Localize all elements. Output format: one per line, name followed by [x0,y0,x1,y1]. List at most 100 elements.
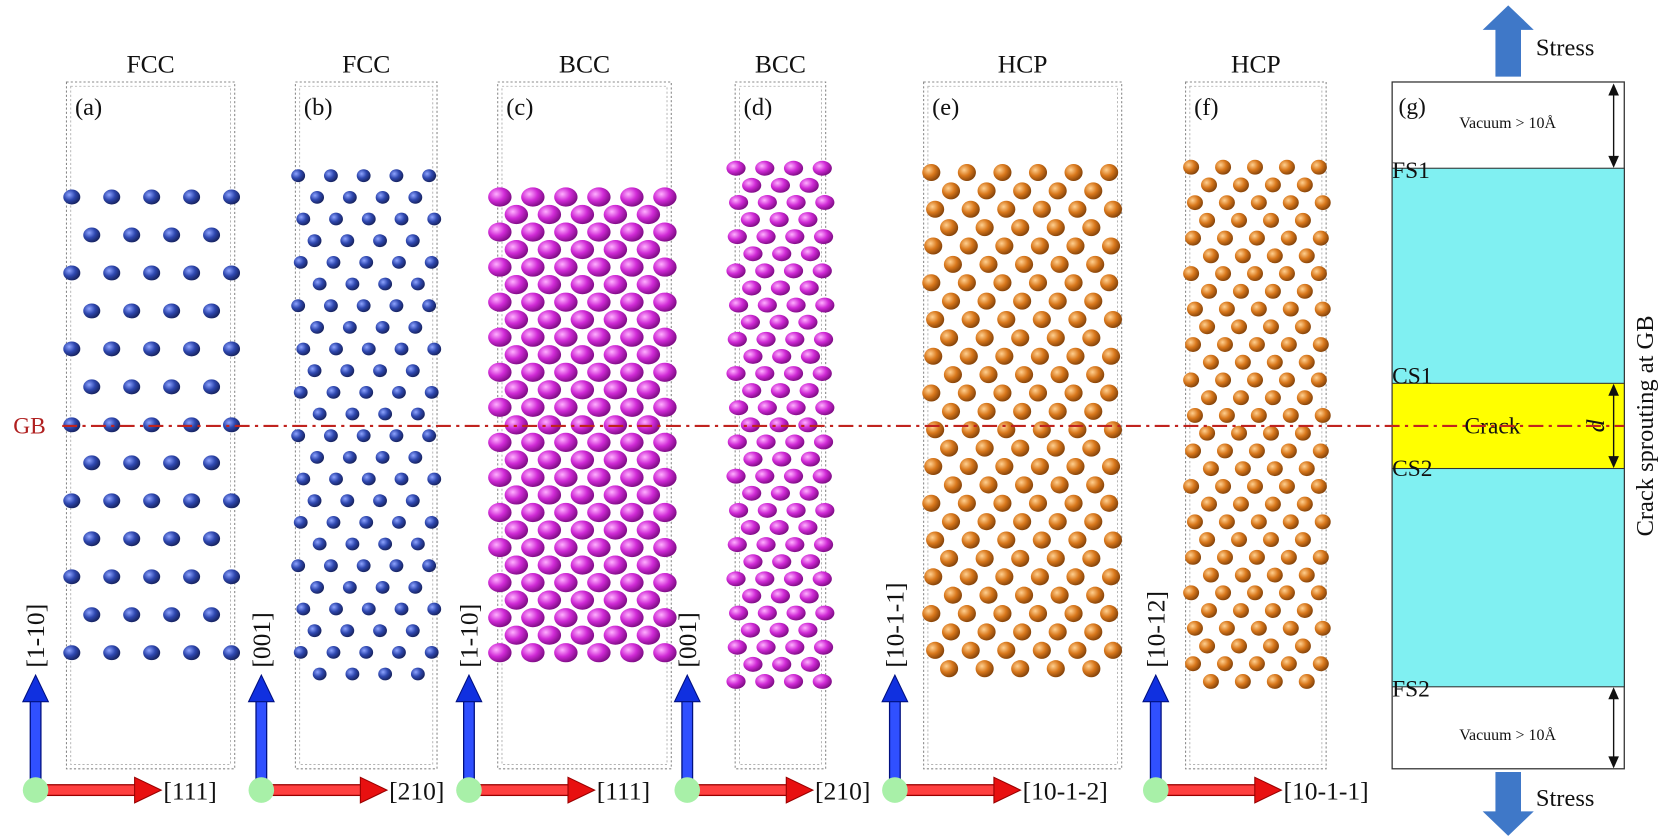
atom [755,263,775,279]
atom [1068,641,1087,659]
atom [359,515,374,529]
atom [997,531,1016,549]
atom [961,421,980,439]
atom [1048,292,1067,310]
atom [740,622,760,638]
atom [800,348,821,364]
atom [800,451,821,467]
atom [798,622,818,638]
atom [1266,461,1283,477]
atom [537,415,562,435]
atom [636,275,661,295]
atom [993,163,1012,182]
atom [1185,549,1202,565]
atom [1262,425,1279,441]
atom [743,348,763,364]
atom [1202,248,1219,264]
atom [993,494,1012,512]
atom [757,297,777,313]
atom [1183,266,1200,282]
atom [163,607,181,623]
atom [488,187,512,207]
atom [340,234,355,248]
atom [926,641,945,659]
atom [361,342,376,356]
atom [620,327,644,347]
atom [636,450,661,470]
atom [389,559,404,573]
atom [924,347,943,365]
atom [1011,439,1030,457]
atom [323,299,338,313]
atom [740,212,760,228]
atom [1262,319,1279,335]
atom [504,625,529,645]
atom [488,362,512,382]
atom [1032,421,1051,439]
atom [504,555,529,575]
atom [977,513,996,531]
atom [636,590,661,610]
atom [1218,620,1235,636]
atom [1231,532,1248,548]
atom [755,160,775,176]
axis-x-head [567,776,596,804]
atom [296,342,311,356]
atom [296,602,311,616]
atom [798,520,818,535]
atom [587,362,611,382]
atom [408,580,423,594]
atom [1218,514,1235,530]
atom [1186,408,1203,423]
atom [636,485,661,505]
atom [1232,390,1249,406]
atom [636,625,661,645]
atom [1068,311,1087,329]
atom [307,234,322,248]
atom [1264,283,1281,299]
axis-y-shaft [463,698,475,791]
atom [603,555,628,575]
atom [1294,212,1311,228]
atom [785,229,805,245]
atom [345,537,360,551]
atom [392,385,406,399]
atom [1310,585,1327,601]
atom [924,568,943,586]
atom [1030,237,1049,255]
atom [554,187,578,207]
atom [1101,458,1121,476]
atom [587,222,611,242]
atom [1068,200,1087,218]
atom [1216,656,1233,672]
atom [345,407,360,421]
atom [1218,408,1235,423]
atom [727,537,747,553]
axis-y-label: [10-1-1] [880,583,909,668]
atom [307,364,322,378]
axis-y-shaft [681,698,694,791]
axis-y-head [673,673,701,703]
panel-label: (g) [1399,94,1426,120]
atom [326,385,341,399]
atom [1282,620,1299,636]
atom [1064,163,1083,182]
atom [785,331,805,347]
atom [799,588,819,604]
atom [1310,159,1327,175]
atom [812,674,832,689]
atom [1185,443,1202,459]
atom [504,590,529,610]
atom [163,227,181,243]
atom [1066,237,1085,255]
atom [378,667,393,681]
atom [757,400,777,416]
atom [769,314,789,330]
atom [587,397,611,417]
atom [957,605,976,623]
atom [603,275,628,295]
atom [1011,549,1030,567]
atom [296,472,311,486]
atom [183,493,201,509]
atom [63,569,81,585]
